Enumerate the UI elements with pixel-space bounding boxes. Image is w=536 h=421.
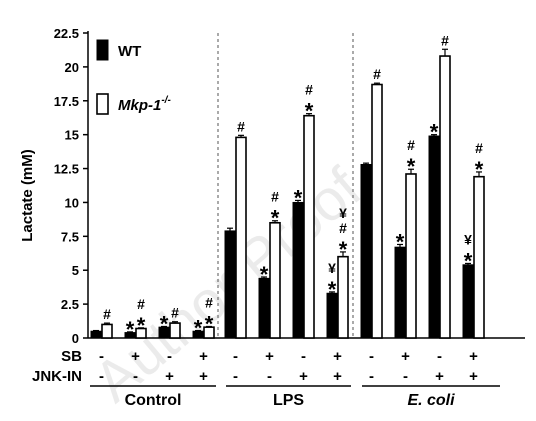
significance-marker: ¥ — [339, 205, 347, 221]
y-tick-label: 15 — [65, 128, 79, 143]
legend-label-wt: WT — [118, 43, 141, 60]
legend-label-mkp1: Mkp-1-/- — [118, 95, 171, 114]
significance-marker: * — [396, 229, 405, 254]
y-tick-label: 10 — [65, 195, 79, 210]
group-label-1: LPS — [273, 392, 304, 409]
treatment-sb: + — [131, 348, 140, 365]
treatment-jnk: + — [165, 368, 174, 385]
significance-marker: * — [137, 313, 146, 338]
bar-mkp1-9 — [405, 173, 417, 339]
significance-marker: # — [271, 189, 279, 205]
y-tick-label: 17.5 — [54, 94, 79, 109]
treatment-sb: - — [437, 348, 442, 365]
bar-mkp1-2 — [169, 322, 181, 339]
treatment-jnk: + — [469, 368, 478, 385]
significance-marker: # — [407, 137, 415, 153]
bar-mkp1-10 — [439, 55, 451, 339]
significance-marker: * — [305, 99, 314, 124]
significance-marker: # — [373, 66, 381, 82]
bar-wt-10 — [428, 135, 440, 339]
group-label-0: Control — [125, 392, 182, 409]
significance-marker: ¥ — [464, 231, 472, 247]
significance-marker: * — [160, 311, 169, 336]
y-tick-label: 0 — [72, 331, 79, 346]
bar-wt-6 — [292, 201, 304, 339]
significance-marker: * — [194, 316, 203, 341]
y-tick-label: 5 — [72, 263, 79, 278]
treatment-jnk: - — [403, 368, 408, 385]
bar-mkp1-8 — [371, 83, 383, 339]
significance-marker: * — [271, 206, 280, 231]
treatment-sb: - — [99, 348, 104, 365]
significance-marker: ¥ — [328, 260, 336, 276]
bar-wt-8 — [360, 163, 372, 339]
treatment-sb: + — [265, 348, 274, 365]
treatment-jnk: + — [435, 368, 444, 385]
treatment-sb: + — [401, 348, 410, 365]
significance-marker: * — [407, 154, 416, 179]
treatment-jnk: - — [99, 368, 104, 385]
y-tick-label: 20 — [65, 60, 79, 75]
legend-swatch-wt — [96, 39, 109, 61]
bar-mkp1-7 — [337, 255, 349, 339]
bar-mkp1-6 — [303, 114, 315, 339]
significance-marker: # — [137, 296, 145, 312]
y-tick-label: 2.5 — [61, 297, 79, 312]
treatment-jnk: + — [333, 368, 342, 385]
treatment-jnk: + — [199, 368, 208, 385]
significance-marker: * — [205, 311, 214, 336]
treatment-sb: - — [301, 348, 306, 365]
bar-mkp1-4 — [235, 136, 247, 339]
significance-marker: # — [205, 294, 213, 310]
significance-marker: * — [464, 248, 473, 273]
significance-marker: * — [126, 317, 135, 342]
treatment-sb: + — [199, 348, 208, 365]
significance-marker: * — [475, 157, 484, 182]
bar-wt-0 — [90, 330, 102, 339]
y-tick-label: 22.5 — [54, 26, 79, 41]
treatment-jnk: + — [299, 368, 308, 385]
y-tick-label: 12.5 — [54, 162, 79, 177]
significance-marker: # — [103, 306, 111, 322]
significance-marker: * — [430, 120, 439, 145]
treatment-jnk: - — [133, 368, 138, 385]
treatment-sb: - — [167, 348, 172, 365]
bar-mkp1-5 — [269, 221, 281, 339]
treatment-sb: - — [369, 348, 374, 365]
significance-marker: # — [171, 305, 179, 321]
significance-marker: # — [475, 140, 483, 156]
treatment-jnk: - — [233, 368, 238, 385]
significance-marker: * — [294, 185, 303, 210]
y-axis-label: Lactate (mM) — [19, 149, 36, 242]
treatment-jnk: - — [369, 368, 374, 385]
legend-swatch-mkp1 — [96, 93, 109, 115]
row-label-jnk: JNK-IN — [32, 368, 82, 385]
significance-marker: # — [237, 118, 245, 134]
treatment-sb: - — [233, 348, 238, 365]
bar-wt-5 — [258, 277, 270, 339]
significance-marker: * — [260, 262, 269, 287]
significance-marker: * — [339, 237, 348, 262]
significance-marker: # — [339, 220, 347, 236]
bar-mkp1-11 — [473, 175, 485, 339]
significance-marker: # — [305, 82, 313, 98]
bar-wt-9 — [394, 246, 406, 339]
bar-mkp1-0 — [101, 323, 113, 339]
significance-marker: # — [441, 32, 449, 48]
y-tick-label: 7.5 — [61, 229, 79, 244]
treatment-jnk: - — [267, 368, 272, 385]
treatment-sb: + — [469, 348, 478, 365]
bar-wt-11 — [462, 264, 474, 339]
treatment-sb: + — [333, 348, 342, 365]
significance-marker: * — [328, 277, 337, 302]
row-label-sb: SB — [61, 348, 82, 365]
bar-wt-4 — [224, 230, 236, 339]
group-label-2: E. coli — [407, 392, 455, 409]
